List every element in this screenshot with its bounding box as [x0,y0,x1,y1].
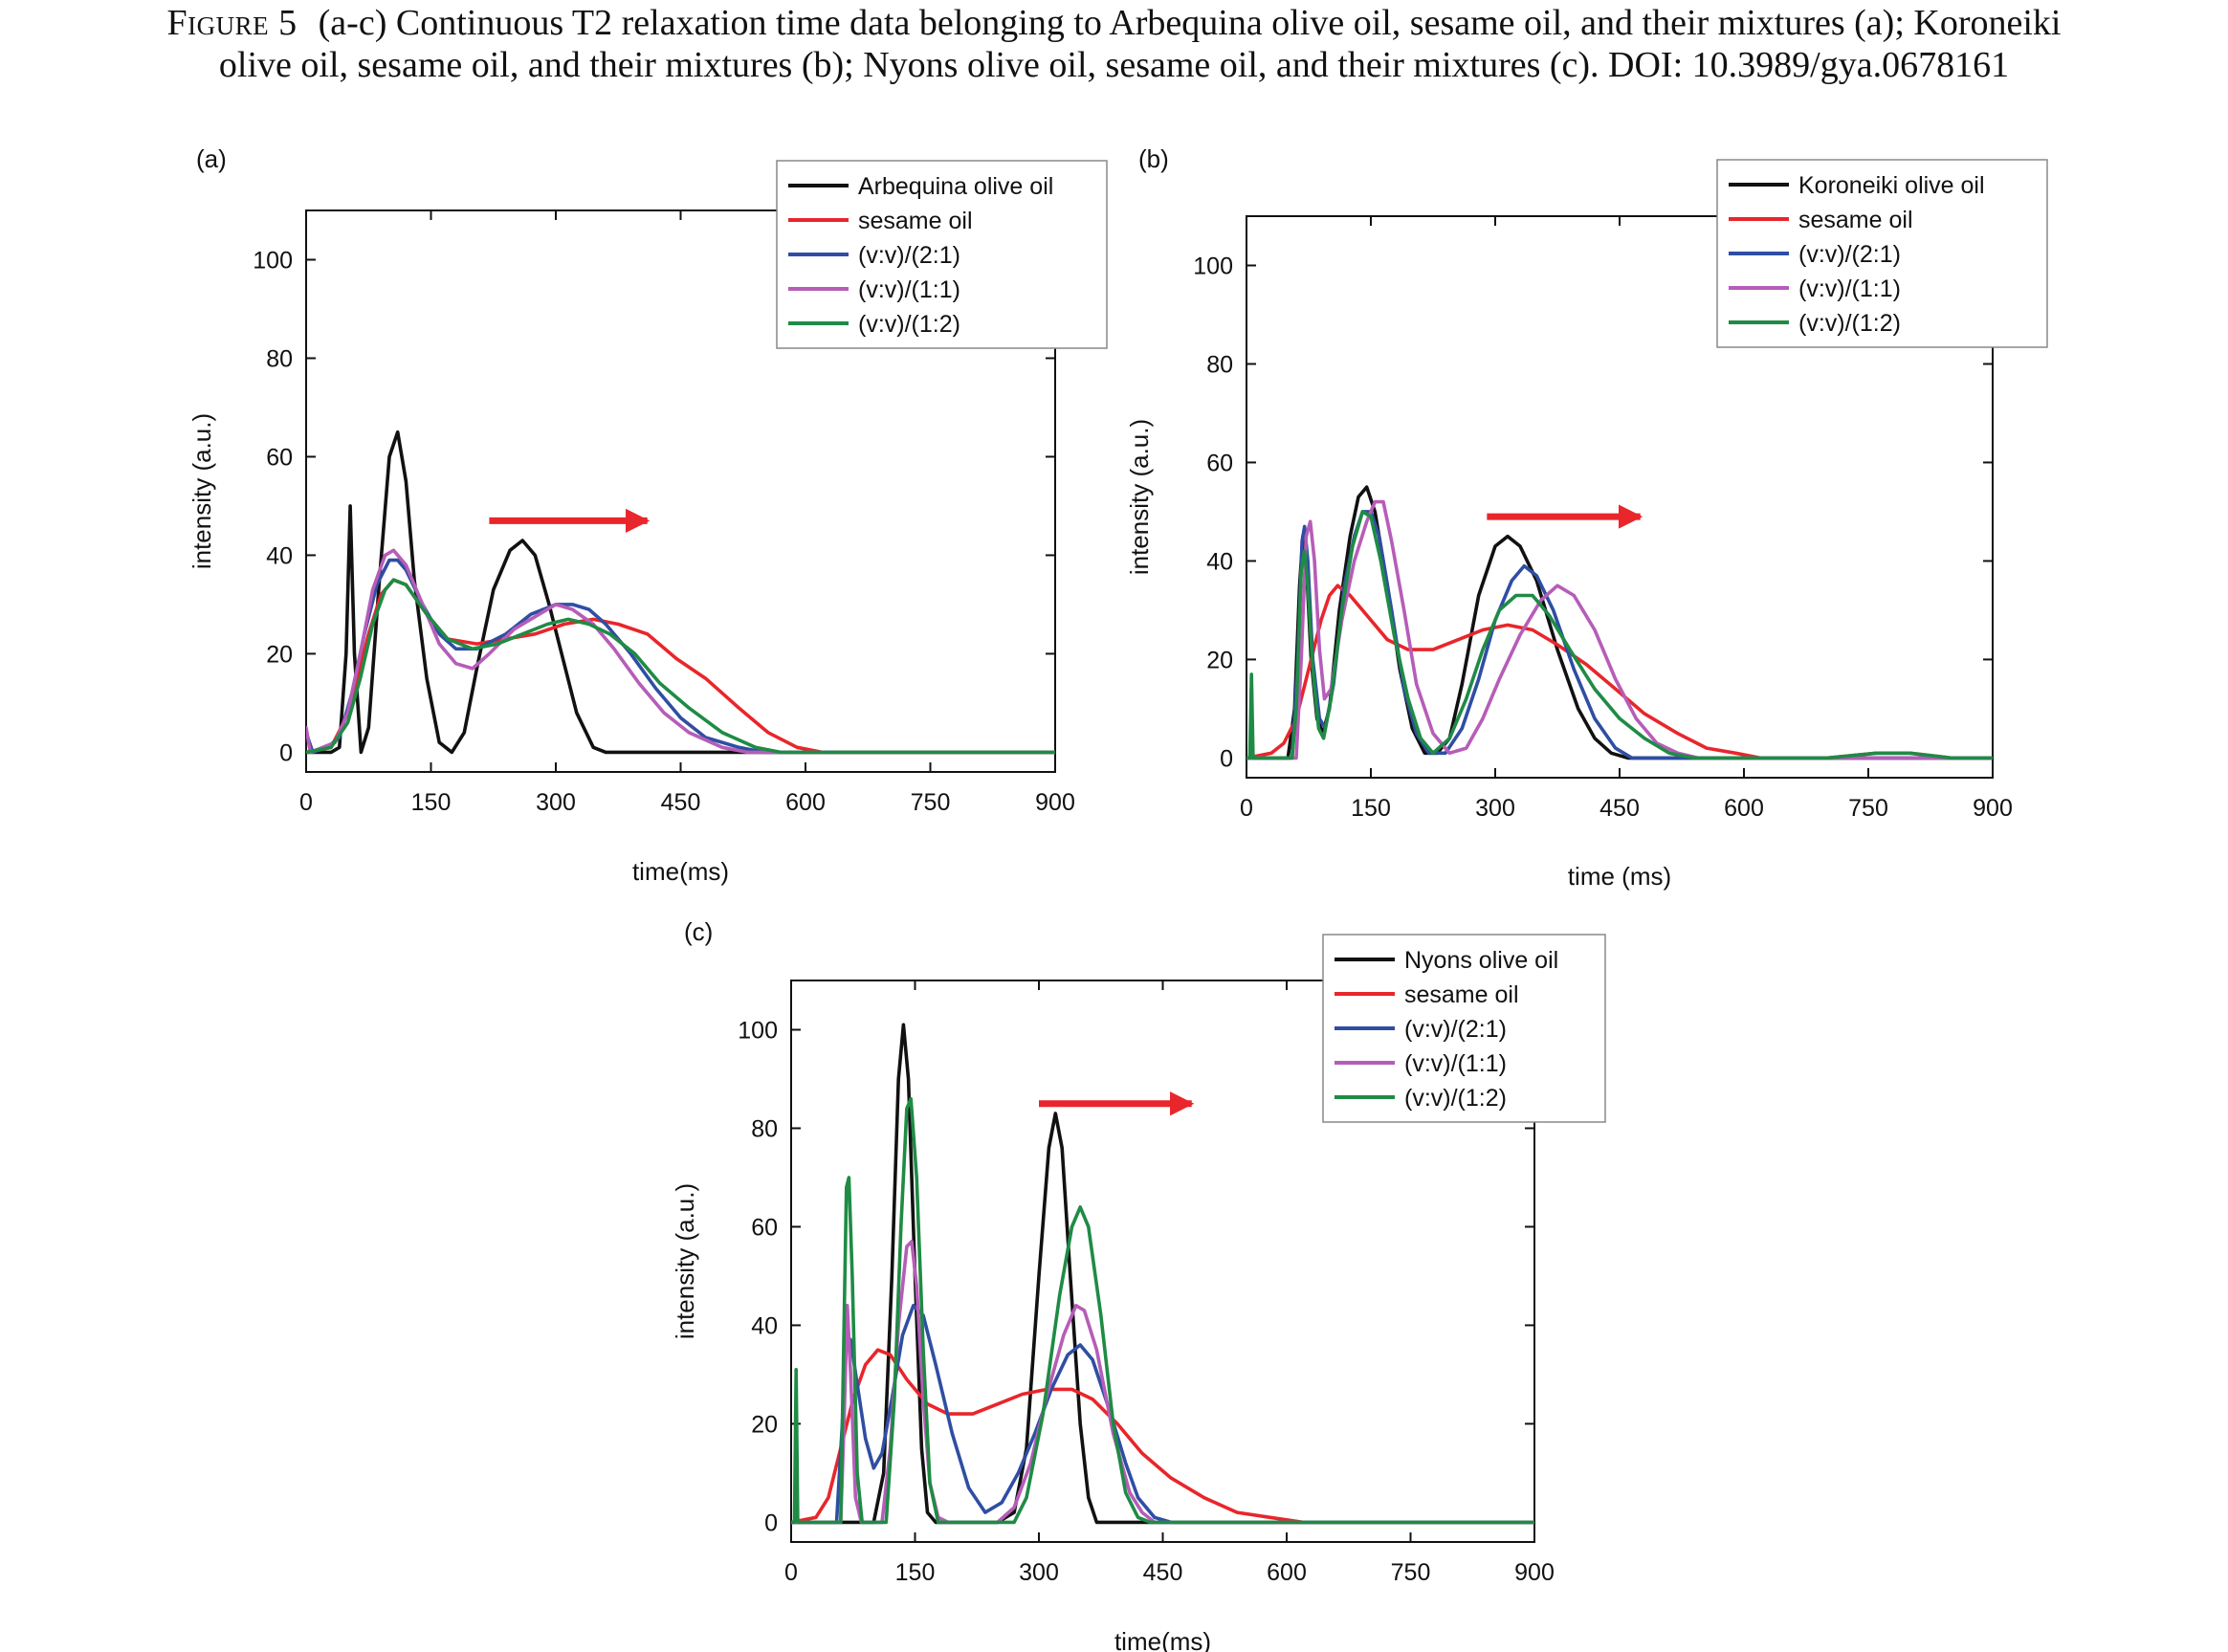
chart-panel-0: (a) 0 150 300 450 600 750 900 0 20 40 60 80 100 time(m… [188,144,1108,886]
legend: Nyons olive oil sesame oil (v:v)/(2:1) (v:v… [1322,934,1606,1123]
y-tick-label: 0 [1220,745,1233,772]
x-tick-label: 300 [1475,795,1515,822]
legend-entry: (v:v)/(2:1) [858,242,960,269]
series-line-4 [1246,510,1993,760]
panel-label: (c) [684,917,713,946]
series-group [306,430,1055,755]
y-tick-label: 60 [1206,450,1233,476]
x-tick-label: 600 [785,789,826,816]
legend: Arbequina olive oil sesame oil (v:v)/(2:1)… [776,160,1108,349]
legend-entry: (v:v)/(2:1) [1798,241,1901,268]
x-tick-label: 450 [661,789,701,816]
x-tick-label: 150 [1351,795,1391,822]
panel-label: (a) [196,144,227,173]
legend-entry: Nyons olive oil [1404,947,1558,974]
x-tick-label: 900 [1514,1559,1555,1586]
panel-label: (b) [1138,144,1169,173]
legend-entry: sesame oil [1404,981,1519,1008]
y-tick-label: 80 [266,345,293,372]
y-tick-label: 100 [1193,253,1233,279]
y-tick-label: 0 [764,1509,778,1536]
x-tick-label: 300 [1019,1559,1059,1586]
x-tick-label: 0 [1240,795,1253,822]
x-tick-label: 600 [1267,1559,1307,1586]
x-tick-label: 0 [299,789,313,816]
figure-label: Figure 5 [166,3,298,43]
y-tick-label: 20 [1206,647,1233,673]
y-tick-label: 40 [1206,548,1233,575]
x-tick-label: 150 [895,1559,936,1586]
series-line-3 [306,548,1055,755]
y-tick-label: 80 [751,1115,778,1142]
y-tick-label: 60 [266,444,293,471]
y-tick-label: 40 [751,1312,778,1339]
legend: Koroneiki olive oil sesame oil (v:v)/(2:1)… [1716,159,2048,348]
series-line-0 [306,430,1055,755]
y-tick-label: 20 [266,641,293,668]
series-line-2 [306,558,1055,755]
x-axis-label: time(ms) [1114,1627,1211,1652]
x-tick-label: 750 [1391,1559,1431,1586]
legend-entry: (v:v)/(2:1) [1404,1016,1507,1043]
chart-panel-2: (c) 0 150 300 450 600 750 900 0 20 40 60 80 100 time(m… [671,917,1606,1652]
x-tick-label: 900 [1973,795,2013,822]
y-tick-label: 20 [751,1411,778,1438]
figure-caption: Figure 5 (a-c) Continuous T2 relaxation t… [0,2,2228,86]
y-tick-label: 0 [279,739,293,766]
x-tick-label: 0 [784,1559,798,1586]
legend-entry: sesame oil [1798,207,1913,233]
series-line-1 [1246,584,1993,760]
x-tick-label: 900 [1035,789,1075,816]
legend-entry: Arbequina olive oil [858,173,1053,200]
x-axis-label: time (ms) [1568,862,1671,891]
chart-panel-1: (b) 0 150 300 450 600 750 900 0 20 40 60 80 100 time (… [1125,144,2048,891]
series-line-4 [791,1096,1534,1525]
x-axis-label: time(ms) [632,857,729,886]
y-tick-label: 60 [751,1214,778,1241]
series-line-2 [791,1304,1534,1525]
x-tick-label: 750 [1848,795,1888,822]
legend-entry: sesame oil [858,208,973,234]
legend-entry: (v:v)/(1:2) [1798,310,1901,337]
y-axis-label: intensity (a.u.) [671,1183,699,1339]
y-tick-label: 100 [253,247,293,274]
series-line-3 [791,1240,1534,1525]
legend-entry: (v:v)/(1:1) [1404,1050,1507,1077]
x-tick-label: 300 [536,789,576,816]
x-tick-label: 600 [1724,795,1764,822]
y-axis-label: intensity (a.u.) [188,413,216,569]
legend-entry: (v:v)/(1:2) [1404,1085,1507,1112]
series-group [791,1023,1534,1525]
caption-text-1: (a-c) Continuous T2 relaxation time data… [318,3,2062,43]
caption-line-1: Figure 5 (a-c) Continuous T2 relaxation t… [0,2,2228,44]
legend-entry: (v:v)/(1:2) [858,311,960,338]
y-axis-label: intensity (a.u.) [1125,419,1154,575]
legend-entry: Koroneiki olive oil [1798,172,1985,199]
x-tick-label: 750 [911,789,951,816]
x-tick-label: 150 [411,789,452,816]
y-tick-label: 80 [1206,351,1233,378]
x-tick-label: 450 [1143,1559,1183,1586]
series-group [1246,485,1993,760]
series-line-3 [1246,499,1993,760]
caption-line-2: olive oil, sesame oil, and their mixture… [218,45,2010,85]
legend-entry: (v:v)/(1:1) [858,276,960,303]
y-tick-label: 40 [266,542,293,569]
series-line-4 [306,578,1055,755]
y-tick-label: 100 [738,1017,778,1044]
legend-entry: (v:v)/(1:1) [1798,275,1901,302]
x-tick-label: 450 [1599,795,1640,822]
series-line-1 [791,1348,1534,1525]
